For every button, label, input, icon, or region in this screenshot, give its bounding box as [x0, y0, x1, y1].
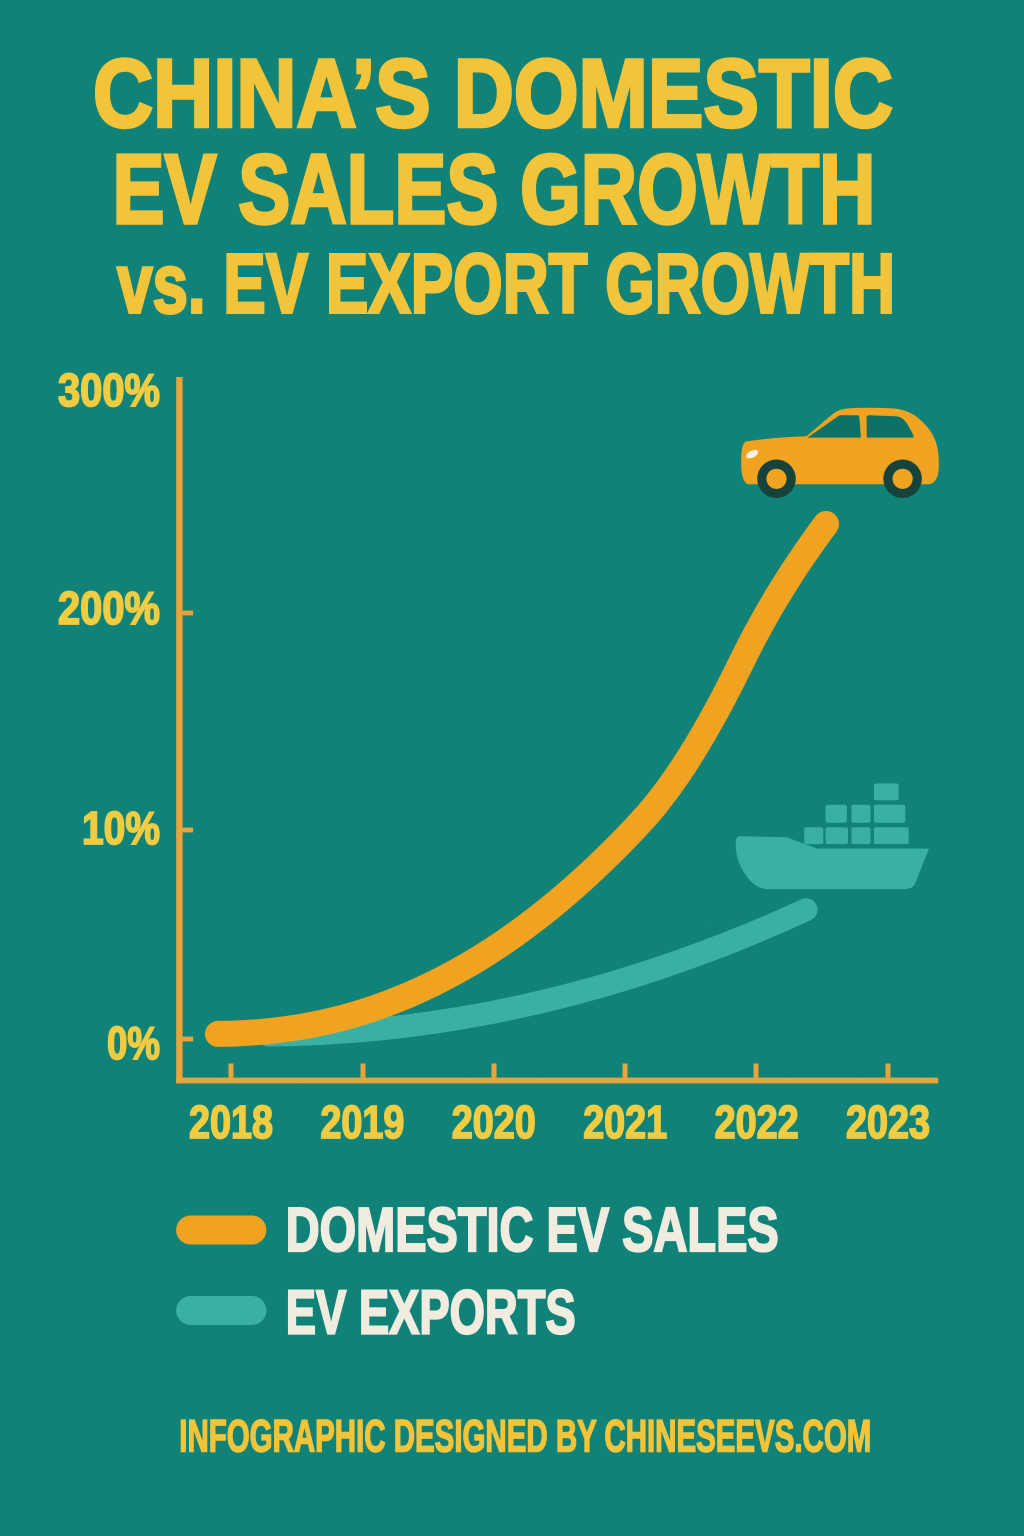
- svg-text:EV EXPORTS: EV EXPORTS: [286, 1278, 576, 1347]
- svg-text:300%: 300%: [58, 364, 160, 416]
- svg-text:2018: 2018: [189, 1096, 273, 1148]
- svg-text:0%: 0%: [107, 1017, 160, 1069]
- svg-text:2022: 2022: [715, 1096, 799, 1148]
- svg-text:vs. EV EXPORT GROWTH: vs. EV EXPORT GROWTH: [117, 236, 895, 330]
- svg-text:EV SALES GROWTH: EV SALES GROWTH: [113, 134, 876, 244]
- svg-text:10%: 10%: [82, 802, 160, 854]
- svg-text:2019: 2019: [320, 1096, 404, 1148]
- svg-text:2023: 2023: [846, 1096, 930, 1148]
- svg-text:2020: 2020: [452, 1096, 536, 1148]
- svg-text:DOMESTIC EV SALES: DOMESTIC EV SALES: [286, 1196, 779, 1265]
- svg-text:INFOGRAPHIC DESIGNED BY CHINES: INFOGRAPHIC DESIGNED BY CHINESEEVS.COM: [179, 1410, 871, 1461]
- svg-text:2021: 2021: [583, 1096, 667, 1148]
- svg-text:CHINA’S DOMESTIC: CHINA’S DOMESTIC: [93, 41, 893, 148]
- svg-text:200%: 200%: [58, 582, 160, 634]
